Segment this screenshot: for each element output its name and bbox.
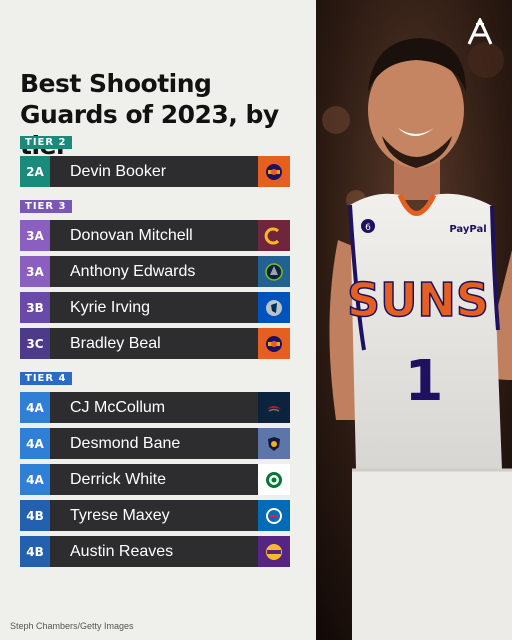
tier-label: TIER 2 bbox=[20, 136, 72, 149]
celtics-logo-icon bbox=[258, 464, 290, 495]
jersey-sponsor: PayPal bbox=[449, 224, 486, 235]
player-row[interactable]: 4A CJ McCollum bbox=[20, 392, 290, 423]
suns-logo-icon bbox=[258, 328, 290, 359]
timberwolves-logo-icon bbox=[258, 256, 290, 287]
player-name: Devin Booker bbox=[70, 162, 167, 180]
player-row[interactable]: 4A Desmond Bane bbox=[20, 428, 290, 459]
tier-code: 3A bbox=[20, 220, 50, 251]
player-row[interactable]: 2A Devin Booker bbox=[20, 156, 290, 187]
player-row[interactable]: 3C Bradley Beal bbox=[20, 328, 290, 359]
player-name: CJ McCollum bbox=[70, 398, 166, 416]
player-name: Donovan Mitchell bbox=[70, 226, 193, 244]
76ers-logo-icon bbox=[258, 500, 290, 531]
player-name: Derrick White bbox=[70, 470, 167, 488]
tier-code: 3B bbox=[20, 292, 50, 323]
player-row[interactable]: 4B Austin Reaves bbox=[20, 536, 290, 567]
grizzlies-logo-icon bbox=[258, 428, 290, 459]
tier-code: 3C bbox=[20, 328, 50, 359]
tier-code: 2A bbox=[20, 156, 50, 187]
suns-logo-icon bbox=[258, 156, 290, 187]
player-name: Kyrie Irving bbox=[70, 298, 151, 316]
tier-code: 4A bbox=[20, 392, 50, 423]
player-row[interactable]: 4A Derrick White bbox=[20, 464, 290, 495]
jersey-patch: 6 bbox=[365, 223, 371, 233]
tier-label: TIER 3 bbox=[20, 200, 72, 213]
player-row[interactable]: 3A Donovan Mitchell bbox=[20, 220, 290, 251]
page-title: Best Shooting Guards of 2023, by tier bbox=[20, 69, 279, 160]
player-name: Anthony Edwards bbox=[70, 262, 196, 280]
mavericks-logo-icon bbox=[258, 292, 290, 323]
lakers-logo-icon bbox=[258, 536, 290, 567]
tier-code: 4A bbox=[20, 428, 50, 459]
athletic-logo-icon bbox=[466, 16, 494, 51]
player-row[interactable]: 4B Tyrese Maxey bbox=[20, 500, 290, 531]
player-name: Bradley Beal bbox=[70, 334, 161, 352]
jersey-number: 1 bbox=[405, 349, 444, 414]
player-photo-illustration: SUNS 1 PayPal 6 bbox=[316, 0, 512, 640]
player-name: Desmond Bane bbox=[70, 434, 181, 452]
tier-code: 4A bbox=[20, 464, 50, 495]
pelicans-logo-icon bbox=[258, 392, 290, 423]
player-name: Tyrese Maxey bbox=[70, 506, 170, 524]
jersey-team-text: SUNS bbox=[347, 273, 489, 327]
tier-code: 3A bbox=[20, 256, 50, 287]
player-photo: SUNS 1 PayPal 6 bbox=[316, 0, 512, 640]
player-row[interactable]: 3A Anthony Edwards bbox=[20, 256, 290, 287]
tier-code: 4B bbox=[20, 500, 50, 531]
photo-credit: Steph Chambers/Getty Images bbox=[10, 621, 134, 631]
player-name: Austin Reaves bbox=[70, 542, 174, 560]
tier-code: 4B bbox=[20, 536, 50, 567]
tier-list-panel: Best Shooting Guards of 2023, by tier TI… bbox=[10, 69, 290, 631]
cavaliers-logo-icon bbox=[258, 220, 290, 251]
player-row[interactable]: 3B Kyrie Irving bbox=[20, 292, 290, 323]
tier-label: TIER 4 bbox=[20, 372, 72, 385]
